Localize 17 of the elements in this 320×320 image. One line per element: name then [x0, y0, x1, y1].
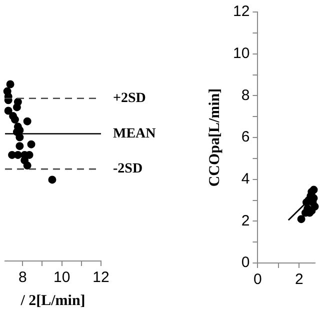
- ref-line-label: MEAN: [113, 126, 156, 142]
- y-axis-title: CCOpa[L/min]: [206, 88, 223, 187]
- x-tick-label: 2: [295, 271, 304, 288]
- y-tick-label: 4: [241, 170, 250, 188]
- y-tick-label: 12: [232, 3, 250, 20]
- x-axis-title: / 2[L/min]: [20, 292, 86, 309]
- x-tick-label: 10: [53, 269, 70, 286]
- y-tick-label: 8: [241, 86, 250, 104]
- x-tick-label: 8: [18, 269, 27, 286]
- ref-line-label: -2SD: [113, 162, 143, 177]
- y-tick-label: 6: [241, 128, 250, 146]
- x-tick-label: 12: [92, 269, 110, 286]
- x-tick-label: 0: [254, 271, 262, 288]
- y-tick-label: 10: [232, 44, 250, 62]
- y-tick-label: 0: [241, 254, 250, 272]
- ref-line-label: +2SD: [113, 90, 146, 106]
- y-tick-label: 2: [241, 212, 250, 230]
